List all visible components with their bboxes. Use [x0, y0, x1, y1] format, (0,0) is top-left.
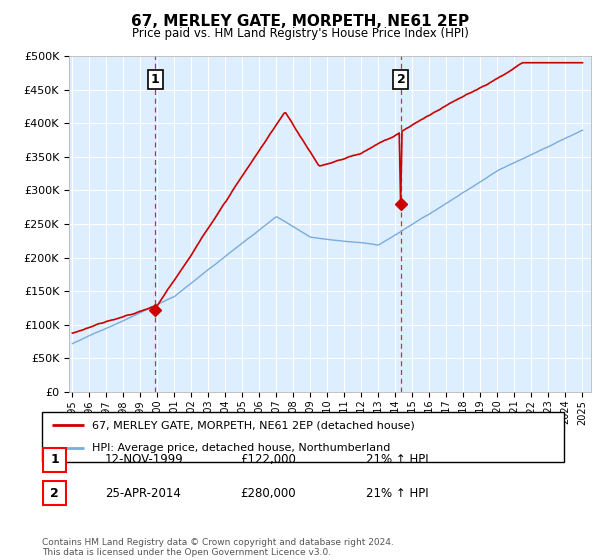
Text: 2: 2 — [397, 73, 405, 86]
Text: 67, MERLEY GATE, MORPETH, NE61 2EP (detached house): 67, MERLEY GATE, MORPETH, NE61 2EP (deta… — [92, 420, 415, 430]
Text: 67, MERLEY GATE, MORPETH, NE61 2EP: 67, MERLEY GATE, MORPETH, NE61 2EP — [131, 14, 469, 29]
Text: Contains HM Land Registry data © Crown copyright and database right 2024.
This d: Contains HM Land Registry data © Crown c… — [42, 538, 394, 557]
Text: HPI: Average price, detached house, Northumberland: HPI: Average price, detached house, Nort… — [92, 444, 390, 454]
Text: 1: 1 — [50, 453, 59, 466]
Text: 21% ↑ HPI: 21% ↑ HPI — [366, 487, 428, 500]
Text: £122,000: £122,000 — [240, 453, 296, 466]
Text: 12-NOV-1999: 12-NOV-1999 — [105, 453, 184, 466]
Text: Price paid vs. HM Land Registry's House Price Index (HPI): Price paid vs. HM Land Registry's House … — [131, 27, 469, 40]
FancyBboxPatch shape — [43, 447, 66, 472]
Text: £280,000: £280,000 — [240, 487, 296, 500]
Text: 25-APR-2014: 25-APR-2014 — [105, 487, 181, 500]
FancyBboxPatch shape — [42, 412, 564, 462]
Text: 2: 2 — [50, 487, 59, 500]
Text: 21% ↑ HPI: 21% ↑ HPI — [366, 453, 428, 466]
Text: 1: 1 — [151, 73, 160, 86]
FancyBboxPatch shape — [43, 481, 66, 506]
